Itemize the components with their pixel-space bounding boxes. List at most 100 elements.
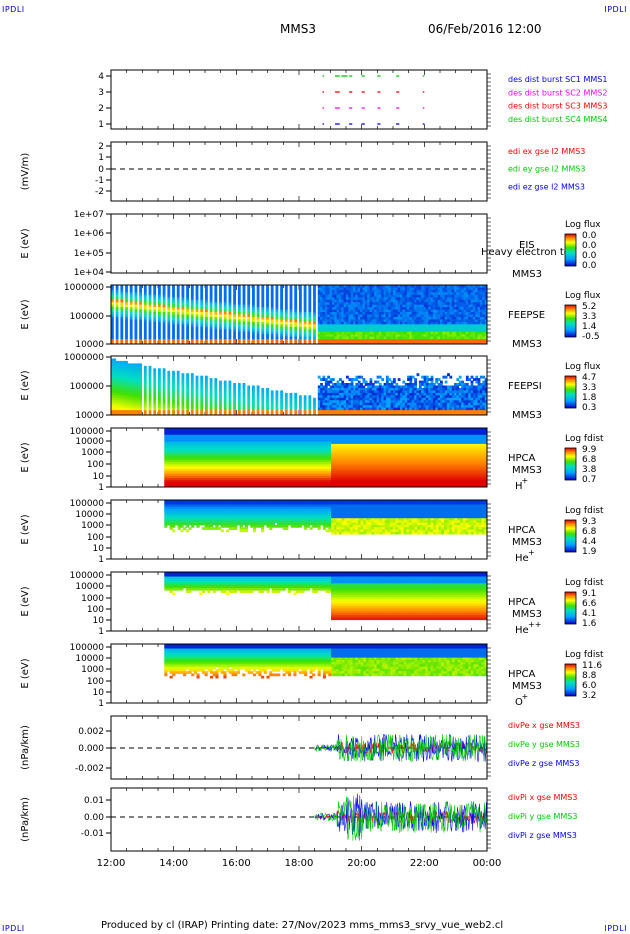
spectrogram-cell	[423, 407, 427, 411]
spectrogram-cell	[477, 285, 481, 288]
spectrogram-cell	[442, 402, 446, 406]
spectrogram-cell	[134, 370, 138, 374]
spectrogram-cell	[148, 312, 152, 315]
spectrogram-cell	[404, 395, 408, 399]
spectrogram-cell	[329, 307, 333, 310]
spectrogram-cell	[425, 383, 429, 386]
spectrogram-cell	[266, 392, 269, 396]
spectrogram-cell	[167, 410, 171, 413]
spectrogram-cell	[219, 321, 222, 325]
spectrogram-cell	[385, 314, 389, 318]
spectrogram-cell	[475, 304, 479, 308]
spectrogram-cell	[237, 407, 241, 411]
spectrogram-cell	[242, 309, 246, 313]
spectrogram-cell	[139, 334, 142, 338]
spectrogram-cell	[388, 383, 392, 386]
spectrogram-cell	[153, 392, 157, 396]
spectrogram-cell	[148, 321, 152, 325]
spectrogram-cell	[299, 329, 302, 333]
spectrogram-cell	[247, 397, 251, 401]
spectrogram-cell	[118, 412, 121, 416]
spectrogram-cell	[437, 309, 441, 313]
spectrogram-cell	[369, 339, 373, 342]
spectrogram-cell	[158, 314, 161, 318]
spectrogram-cell	[186, 336, 189, 340]
spectrogram-cell	[383, 287, 387, 291]
spectrogram-cell	[343, 321, 347, 325]
spectrogram-cell	[172, 400, 175, 404]
spectrogram-cell	[397, 331, 401, 335]
spectrogram-cell	[367, 309, 370, 313]
spectrogram-cell	[343, 319, 347, 323]
spectrogram-cell	[280, 405, 283, 409]
spectrogram-cell	[190, 392, 194, 396]
spectrogram-cell	[111, 383, 114, 386]
spectrogram-cell	[242, 383, 246, 386]
spectrogram-cell	[341, 390, 345, 394]
spectrogram-cell	[374, 329, 377, 333]
spectrogram-cell	[162, 400, 166, 404]
spectrogram-cell	[233, 285, 236, 288]
spectrogram-cell	[449, 309, 453, 313]
spectrogram-cell	[418, 307, 422, 310]
spectrogram-cell	[252, 307, 255, 310]
spectrogram-cell	[402, 388, 406, 391]
spectrogram-cell	[416, 317, 420, 320]
spectrogram-cell	[376, 285, 380, 288]
spectrogram-cell	[360, 402, 363, 406]
spectrogram-cell	[280, 336, 283, 340]
spectrogram-cell	[437, 410, 441, 413]
spectrogram-cell	[477, 388, 481, 391]
spectrogram-cell	[479, 317, 483, 320]
spectrogram-cell	[428, 324, 432, 328]
spectrogram-cell	[409, 336, 413, 340]
spectrogram-cell	[186, 334, 189, 338]
spectrogram-cell	[423, 336, 427, 340]
spectrogram-cell	[190, 329, 194, 333]
spectrogram-cell	[270, 407, 274, 411]
spectrogram-cell	[416, 390, 420, 394]
spectrogram-cell	[289, 299, 293, 303]
spectrogram-cell	[120, 373, 124, 377]
spectrogram-cell	[397, 410, 401, 413]
spectrogram-cell	[425, 378, 429, 381]
spectrogram-cell	[409, 334, 413, 338]
spectrogram-cell	[176, 402, 180, 406]
spectrogram-cell	[327, 412, 330, 416]
spectrogram-cell	[395, 339, 399, 342]
spectrogram-cell	[458, 392, 462, 396]
spectrogram-cell	[134, 397, 138, 401]
spectrogram-cell	[475, 385, 479, 389]
spectrogram-cell	[294, 285, 298, 288]
spectrogram-cell	[407, 289, 410, 293]
spectrogram-cell	[418, 304, 422, 308]
spectrogram-cell	[134, 299, 138, 303]
spectrogram-cell	[122, 373, 126, 377]
spectrogram-cell	[153, 395, 157, 399]
spectrogram-cell	[186, 309, 189, 313]
spectrogram-cell	[437, 294, 441, 298]
spectrogram-cell	[388, 297, 392, 301]
spectrogram-cell	[247, 326, 251, 330]
spectrogram-cell	[289, 314, 293, 318]
spectrogram-cell	[477, 304, 481, 308]
spectrogram-cell	[418, 388, 422, 391]
spectrogram-cell	[465, 334, 469, 338]
spectrogram-cell	[136, 390, 140, 394]
spectrogram-cell	[484, 334, 488, 338]
spectrogram-cell	[308, 331, 312, 335]
y-tick-label: 2	[98, 142, 104, 152]
spectrogram-cell	[327, 304, 330, 308]
spectrogram-cell	[393, 289, 396, 293]
spectrogram-cell	[456, 388, 460, 391]
spectrogram-cell	[470, 405, 474, 409]
spectrogram-cell	[348, 390, 352, 394]
spectrogram-cell	[362, 341, 366, 345]
spectrogram-cell	[456, 326, 460, 330]
spectrogram-cell	[425, 309, 429, 313]
spectrogram-cell	[393, 319, 396, 323]
spectrogram-cell	[176, 410, 180, 413]
spectrogram-cell	[378, 407, 382, 411]
spectrogram-cell	[118, 407, 121, 411]
spectrogram-cell	[252, 287, 255, 291]
